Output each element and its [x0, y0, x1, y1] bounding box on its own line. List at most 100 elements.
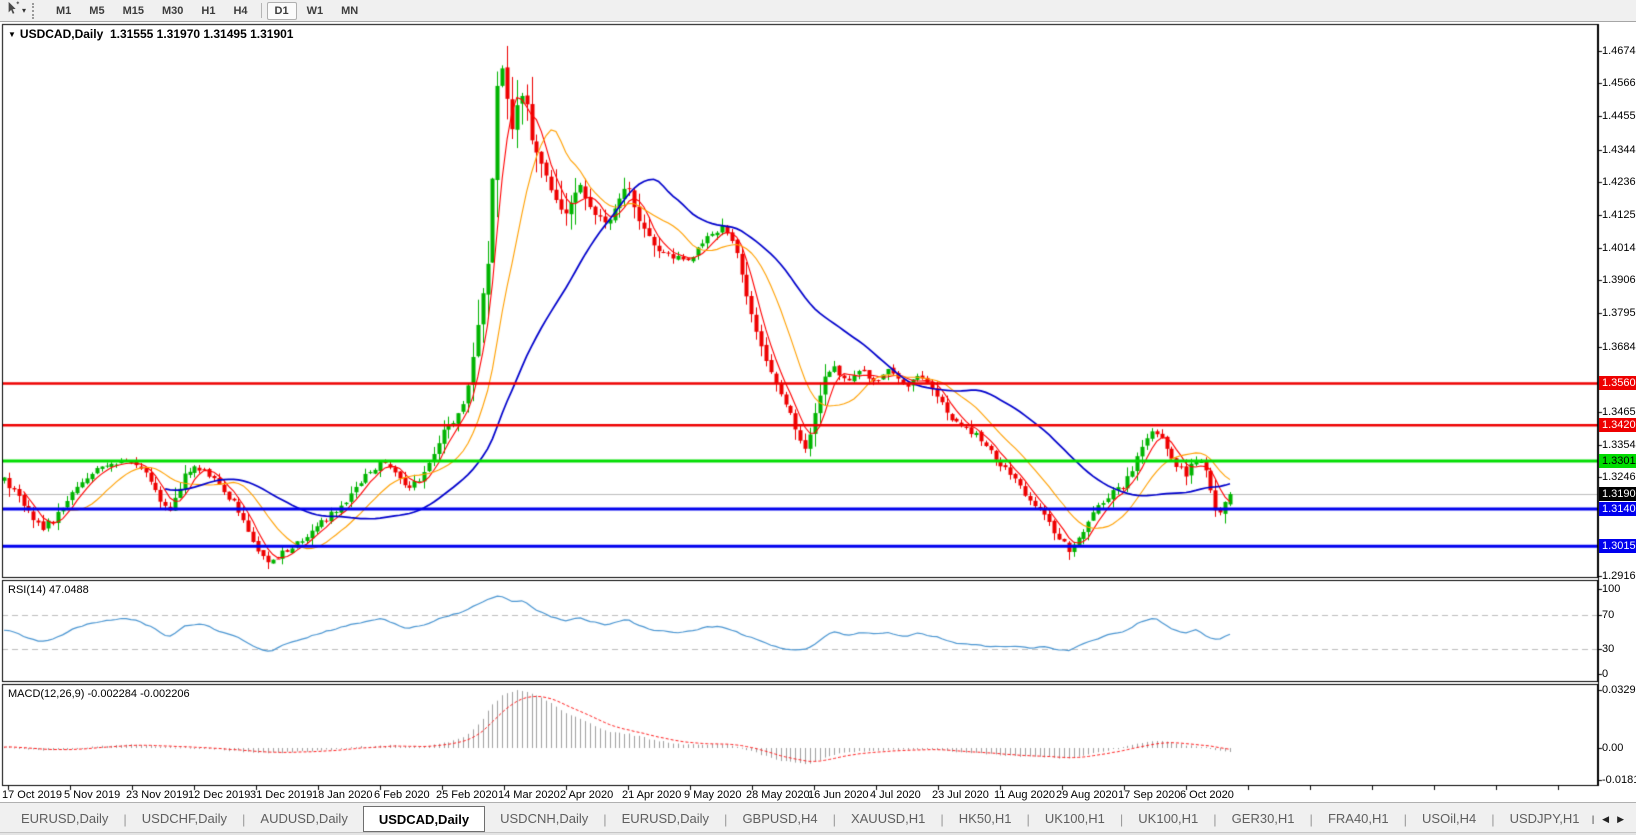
price-axis-tick: 1.41250	[1602, 208, 1636, 221]
symbol-tab-usdcnh-daily[interactable]: USDCNH,Daily	[500, 811, 589, 826]
timeframe-button-d1[interactable]: D1	[266, 1, 297, 20]
tab-separator: |	[832, 811, 836, 827]
price-tag-support: 1.30152	[1599, 539, 1636, 554]
price-axis-tick: 1.42360	[1602, 175, 1636, 188]
statusbar-strip	[0, 832, 1636, 835]
tab-separator: |	[1591, 814, 1595, 824]
date-axis-label: 16 Jun 2020	[808, 789, 869, 801]
date-axis-label: 6 Feb 2020	[374, 789, 430, 801]
tab-separator: |	[1309, 811, 1313, 827]
symbol-tab-uk100-h1[interactable]: UK100,H1	[1138, 811, 1199, 826]
date-axis-label: 23 Jul 2020	[932, 789, 989, 801]
collapse-arrow-icon[interactable]: ▼	[8, 30, 16, 39]
price-tag-current: 1.31901	[1599, 487, 1636, 502]
date-axis-label: 31 Dec 2019	[250, 789, 313, 801]
date-axis-label: 14 Mar 2020	[498, 789, 560, 801]
timeframe-button-m15[interactable]: M15	[122, 4, 144, 17]
rsi-axis-tick: 30	[1602, 642, 1615, 655]
tab-separator: |	[123, 811, 127, 827]
date-axis-label: 9 May 2020	[684, 789, 742, 801]
symbol-tab-usdjpy-h1[interactable]: USDJPY,H1	[1509, 811, 1580, 826]
tab-separator: |	[1026, 811, 1030, 827]
rsi-value: 47.0488	[48, 584, 89, 596]
symbol-tab-eurusd-daily[interactable]: EURUSD,Daily	[21, 811, 109, 826]
timeframe-button-h1[interactable]: H1	[201, 4, 216, 17]
tab-scroll-left-icon[interactable]: ◀	[1602, 813, 1610, 824]
chart-title: ▼ USDCAD,Daily 1.31555 1.31970 1.31495 1.…	[8, 27, 293, 41]
date-axis-label: 21 Apr 2020	[622, 789, 682, 801]
price-axis-tick: 1.37950	[1602, 307, 1636, 320]
tab-separator: |	[603, 811, 607, 827]
price-axis-tick: 1.46740	[1602, 45, 1636, 57]
price-axis-tick: 1.29160	[1602, 569, 1636, 582]
date-axis-label: 2 Apr 2020	[560, 789, 614, 801]
tab-separator: |	[724, 811, 728, 827]
symbol-tab-fra40-h1[interactable]: FRA40,H1	[1327, 811, 1389, 826]
symbol-tab-eurusd-daily[interactable]: EURUSD,Daily	[621, 811, 710, 826]
tab-separator: |	[1119, 811, 1124, 827]
tab-separator: |	[1213, 811, 1217, 827]
price-axis-tick: 1.33540	[1602, 439, 1636, 452]
date-axis-label: 6 Oct 2020	[1180, 789, 1234, 801]
timeframe-toolbar: ▾ M1 M5 M15 M30 H1 H4 D1 W1 MN	[0, 0, 1636, 22]
toolbar-separator	[260, 3, 262, 18]
date-axis-label: 29 Aug 2020	[1056, 789, 1118, 801]
macd-axis-tick: 0.00	[1602, 742, 1624, 754]
symbol-tab-usdchf-daily[interactable]: USDCHF,Daily	[141, 811, 228, 826]
price-axis-tick: 1.45660	[1602, 77, 1636, 90]
symbol-tabbar: EURUSD,Daily | USDCHF,Daily | AUDUSD,Daily US…	[0, 802, 1636, 835]
date-axis-label: 4 Jul 2020	[870, 789, 921, 801]
symbol-tab-usoil-h4[interactable]: USOil,H4	[1422, 811, 1477, 826]
price-axis-tick: 1.40140	[1602, 242, 1636, 255]
tab-scroll-right-icon[interactable]: ▶	[1617, 813, 1624, 824]
rsi-axis-tick: 100	[1602, 583, 1621, 595]
date-axis-label: 28 May 2020	[746, 789, 810, 801]
tab-separator: |	[1403, 811, 1408, 827]
macd-signal-value: -0.002206	[140, 688, 190, 700]
timeframe-button-w1[interactable]: W1	[306, 4, 324, 17]
symbol-tab-hk50-h1[interactable]: HK50,H1	[958, 811, 1012, 826]
price-axis-tick: 1.36840	[1602, 340, 1636, 353]
timeframe-button-mn[interactable]: MN	[341, 4, 359, 17]
date-axis-label: 17 Oct 2019	[2, 789, 62, 801]
date-axis-label: 23 Nov 2019	[126, 789, 189, 801]
timeframe-button-m30[interactable]: M30	[161, 4, 184, 17]
rsi-name: RSI(14)	[8, 584, 46, 596]
rsi-indicator-label: RSI(14) 47.0488	[8, 584, 89, 596]
tab-separator: |	[940, 811, 944, 827]
timeframe-button-m1[interactable]: M1	[56, 4, 72, 17]
toolbar-grip-handle[interactable]	[32, 2, 37, 19]
chart-title-symbol: USDCAD,Daily	[19, 27, 104, 41]
date-axis-label: 5 Nov 2019	[64, 789, 121, 801]
price-tag-resistance: 1.34206	[1599, 418, 1636, 433]
timeframe-button-h4[interactable]: H4	[233, 4, 248, 17]
macd-main-value: -0.002284	[87, 688, 138, 700]
tab-separator: |	[1491, 811, 1495, 827]
cursor-tool-button[interactable]: ▾	[4, 1, 28, 20]
symbol-tab-gbpusd-h4[interactable]: GBPUSD,H4	[742, 811, 818, 826]
tab-scroll-controls: | ◀ ▶	[1580, 806, 1636, 832]
tab-separator: |	[242, 811, 246, 827]
date-axis-label: 11 Aug 2020	[994, 789, 1055, 801]
chart-title-ohlc: 1.31555 1.31970 1.31495 1.31901	[109, 27, 294, 41]
date-axis-label: 25 Feb 2020	[436, 789, 498, 801]
date-axis-label: 12 Dec 2019	[188, 789, 251, 801]
date-axis-label: 17 Sep 2020	[1118, 789, 1181, 801]
rsi-axis-tick: 0	[1602, 668, 1609, 680]
timeframe-button-m5[interactable]: M5	[89, 4, 105, 17]
symbol-tab-ger30-h1[interactable]: GER30,H1	[1231, 811, 1295, 826]
rsi-axis-tick: 70	[1602, 608, 1615, 621]
price-axis-tick: 1.43440	[1602, 143, 1636, 156]
symbol-tab-audusd-daily[interactable]: AUDUSD,Daily	[260, 811, 348, 826]
cursor-dropdown-arrow-icon[interactable]: ▾	[22, 6, 27, 15]
cursor-icon	[6, 1, 20, 20]
macd-indicator-label: MACD(12,26,9) -0.002284 -0.002206	[8, 688, 190, 700]
symbol-tab-uk100-h1[interactable]: UK100,H1	[1044, 811, 1105, 826]
symbol-tab-xauusd-h1[interactable]: XAUUSD,H1	[850, 811, 926, 826]
symbol-tab-usdcad-daily[interactable]: USDCAD,Daily	[362, 806, 486, 832]
macd-axis-tick: -0.01815	[1602, 773, 1636, 786]
macd-axis-tick: 0.032972	[1602, 683, 1636, 696]
